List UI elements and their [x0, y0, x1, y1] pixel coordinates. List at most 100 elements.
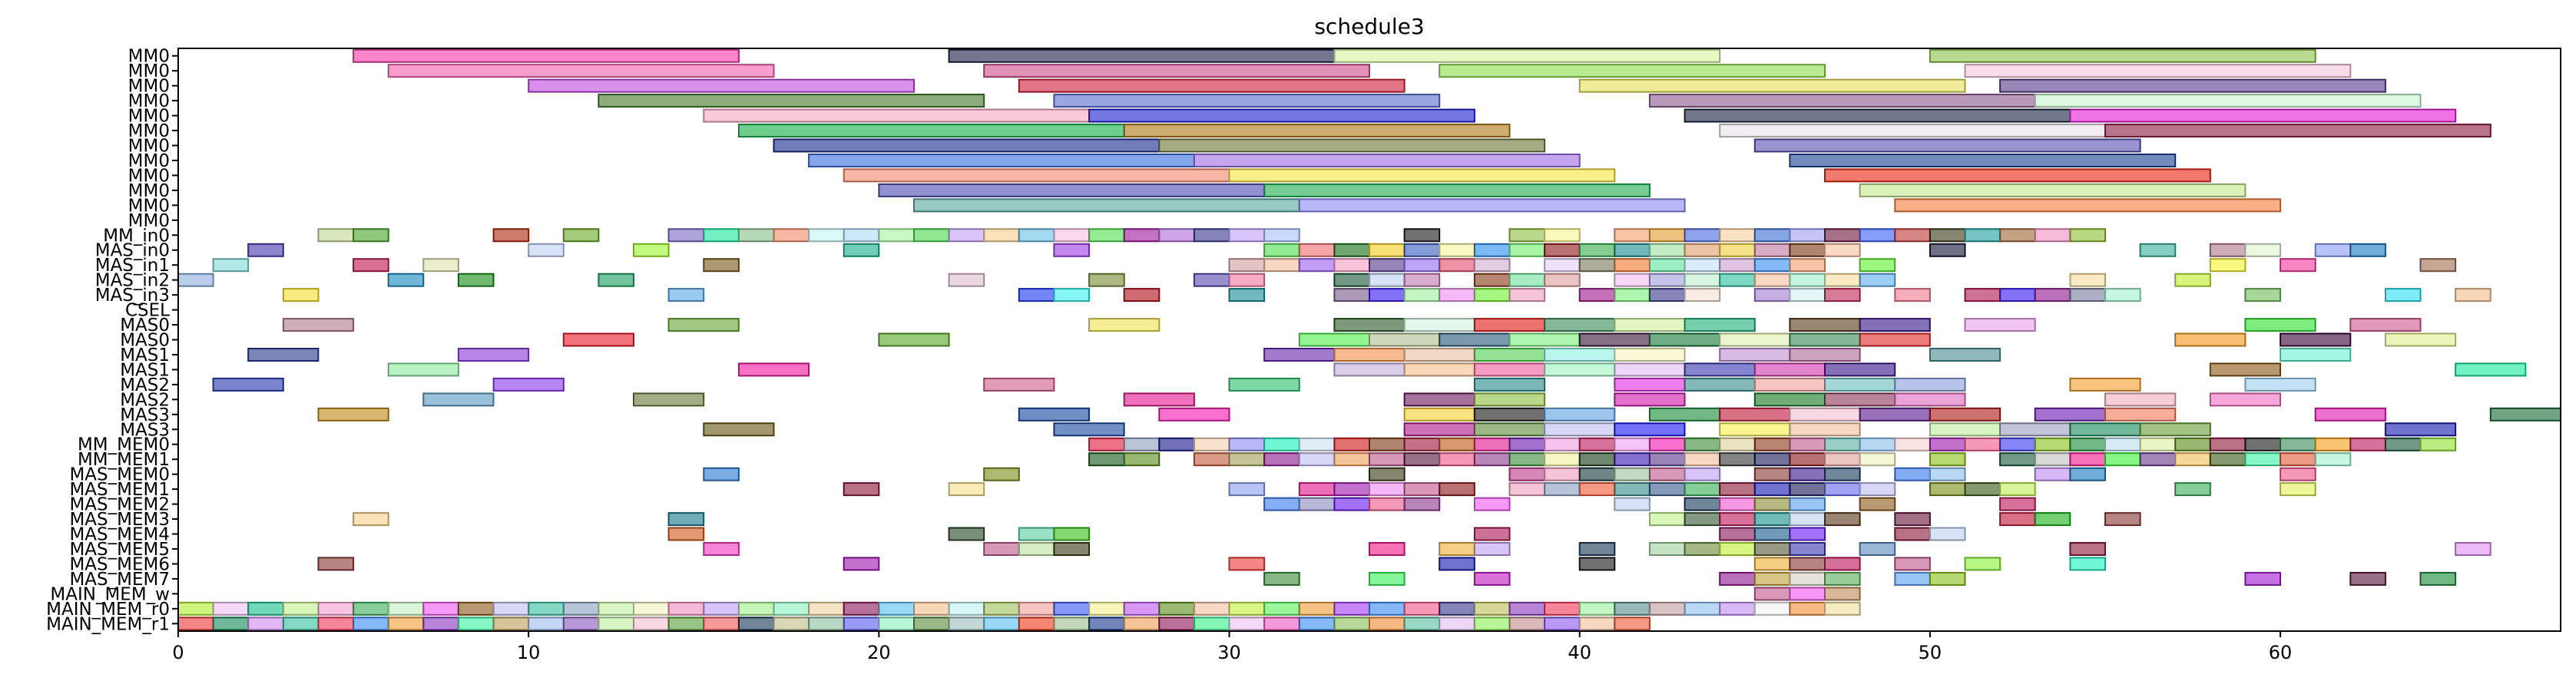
- task-bar: [1684, 228, 1721, 243]
- task-bar: [1263, 571, 1300, 586]
- task-bar: [317, 407, 389, 422]
- task-bar: [492, 377, 565, 392]
- task-bar: [1369, 601, 1406, 616]
- task-bar: [1544, 407, 1616, 422]
- task-bar: [1333, 362, 1406, 377]
- task-bar: [1473, 452, 1511, 467]
- task-bar: [1824, 288, 1861, 303]
- task-bar: [1789, 422, 1861, 437]
- task-bar: [703, 228, 740, 243]
- task-bar: [2104, 407, 2177, 422]
- task-bar: [1403, 422, 1475, 437]
- task-bar: [808, 228, 845, 243]
- task-bar: [1088, 318, 1161, 332]
- task-bar: [1929, 243, 1966, 257]
- task-bar: [1298, 452, 1336, 467]
- task-bar: [1439, 601, 1475, 616]
- task-bar: [2244, 318, 2316, 332]
- task-bar: [2384, 288, 2422, 303]
- task-bar: [598, 617, 635, 631]
- task-bar: [1473, 527, 1511, 541]
- task-bar: [1964, 557, 2002, 571]
- task-bar: [1719, 348, 1791, 362]
- task-bar: [1228, 557, 1266, 571]
- task-bar: [212, 617, 250, 631]
- task-bar: [2069, 467, 2106, 481]
- y-tick-label: MAS_MEM3: [69, 510, 170, 530]
- task-bar: [353, 617, 389, 631]
- task-bar: [1753, 377, 1826, 392]
- task-bar: [1614, 362, 1686, 377]
- task-bar: [1753, 392, 1826, 407]
- task-bar: [1403, 497, 1441, 511]
- task-bar: [1929, 467, 1966, 481]
- task-bar: [843, 482, 880, 497]
- task-bar: [317, 228, 355, 243]
- task-bar: [1158, 617, 1195, 631]
- task-bar: [1053, 617, 1091, 631]
- task-bar: [1999, 78, 2386, 93]
- task-bar: [913, 601, 950, 616]
- task-bar: [1018, 601, 1055, 616]
- task-bar: [773, 138, 1161, 153]
- task-bar: [1439, 332, 1511, 347]
- task-bar: [1508, 437, 1546, 451]
- task-bar: [1439, 243, 1475, 257]
- task-bar: [2209, 243, 2247, 257]
- task-bar: [1193, 452, 1230, 467]
- task-bar: [1473, 362, 1546, 377]
- task-bar: [1578, 482, 1616, 497]
- task-bar: [1859, 437, 1896, 451]
- task-bar: [1263, 497, 1300, 511]
- task-bar: [983, 377, 1055, 392]
- task-bar: [1544, 258, 1581, 273]
- x-tick-label: 10: [517, 642, 541, 663]
- task-bar: [1614, 452, 1651, 467]
- task-bar: [1719, 542, 1756, 556]
- task-bar: [1228, 601, 1266, 616]
- y-tick-label: MM0: [128, 181, 170, 201]
- task-bar: [212, 258, 250, 273]
- task-bar: [387, 601, 425, 616]
- task-bar: [317, 617, 355, 631]
- task-bar: [2280, 452, 2316, 467]
- task-bar: [1999, 482, 2036, 497]
- task-bar: [1824, 452, 1861, 467]
- task-bar: [2174, 332, 2247, 347]
- task-bar: [1859, 407, 1931, 422]
- task-bar: [1648, 407, 1721, 422]
- task-bar: [2139, 243, 2177, 257]
- task-bar: [1999, 452, 2036, 467]
- task-bar: [247, 243, 284, 257]
- task-bar: [1648, 512, 1686, 527]
- task-bar: [2244, 377, 2316, 392]
- task-bar: [1789, 437, 1826, 451]
- task-bar: [703, 258, 740, 273]
- task-bar: [1439, 542, 1475, 556]
- task-bar: [2069, 557, 2106, 571]
- task-bar: [1753, 452, 1791, 467]
- task-bar: [1789, 407, 1861, 422]
- task-bar: [1158, 601, 1195, 616]
- task-bar: [1228, 437, 1266, 451]
- task-bar: [247, 617, 284, 631]
- task-bar: [492, 617, 530, 631]
- task-bar: [1648, 228, 1686, 243]
- task-bar: [1578, 243, 1616, 257]
- task-bar: [1859, 542, 1896, 556]
- task-bar: [1123, 437, 1161, 451]
- task-bar: [1789, 288, 1826, 303]
- task-bar: [1824, 392, 1896, 407]
- task-bar: [1824, 587, 1861, 601]
- task-bar: [1544, 228, 1581, 243]
- task-bar: [2419, 571, 2457, 586]
- task-bar: [983, 64, 1370, 78]
- task-bar: [1964, 437, 2002, 451]
- x-tick-label: 40: [1568, 642, 1591, 663]
- task-bar: [1578, 617, 1616, 631]
- task-bar: [353, 258, 389, 273]
- task-bar: [1824, 467, 1861, 481]
- y-tick-label: MAS_MEM1: [69, 480, 170, 500]
- task-bar: [1298, 601, 1336, 616]
- task-bar: [1648, 273, 1686, 287]
